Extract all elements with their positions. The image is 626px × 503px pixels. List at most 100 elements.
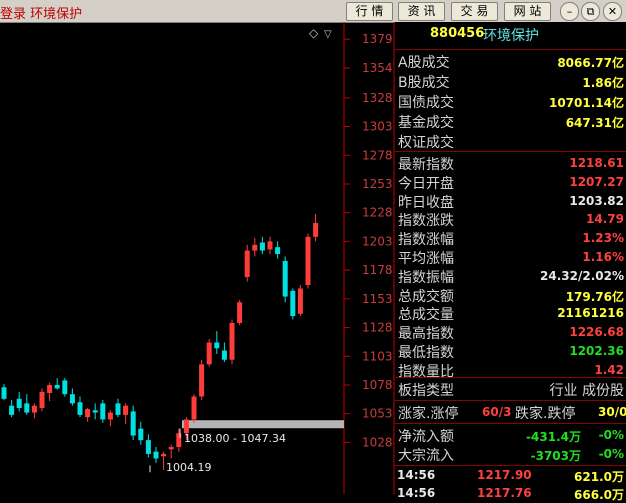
candle-body: [54, 384, 60, 389]
candle: [206, 339, 212, 367]
index-stat-row: 最新指数 1218.61: [395, 153, 626, 173]
diamond-icon[interactable]: ◇: [309, 26, 319, 40]
money-flow-percent: -0%: [598, 447, 624, 461]
divider: [395, 49, 626, 50]
index-stat-value: 24.32/2.02%: [540, 268, 624, 283]
price-tick-label: 1328: [362, 91, 393, 105]
candle-body: [9, 405, 15, 415]
market-row-label: B股成交: [398, 75, 450, 91]
candle: [16, 391, 22, 412]
website-button[interactable]: 网 站: [504, 2, 551, 21]
candle-body: [168, 447, 174, 450]
market-row-value: 10701.14亿: [548, 96, 624, 110]
index-stat-value: 1218.61: [569, 156, 624, 170]
chevron-down-icon[interactable]: ▽: [324, 29, 332, 40]
divider: [395, 151, 626, 152]
candle-body: [16, 398, 22, 408]
price-tick-label: 1078: [362, 378, 393, 392]
price-tick-label: 1354: [362, 61, 393, 75]
divider: [395, 400, 626, 401]
candlestick-chart[interactable]: 1379 1354 1328 1303 1278 1253 1228 1203 1178 1153…: [0, 22, 395, 494]
index-stat-label: 今日开盘: [398, 175, 454, 192]
candle: [24, 394, 30, 415]
candle-body: [259, 242, 265, 251]
index-stat-value: 14.79: [586, 212, 624, 227]
index-stat-label: 平均涨幅: [398, 251, 454, 267]
breadth-row: 涨家.涨停 60/3 跌家.跌停 30/0: [395, 402, 626, 422]
candle: [138, 421, 144, 445]
candle-body: [123, 405, 129, 415]
index-stat-label: 最新指数: [398, 157, 454, 173]
sector-type-value: 行业 成份股: [549, 383, 624, 399]
price-tick-label: 1153: [362, 292, 393, 306]
candle-body: [313, 223, 319, 237]
candle: [191, 394, 197, 423]
candle: [123, 403, 129, 425]
panel-header: 880456 环境保护: [395, 25, 626, 45]
tick-price: 1217.90: [477, 468, 532, 482]
candle-body: [1, 387, 7, 399]
index-stat-row: 指数量比 1.42: [395, 360, 626, 380]
market-row-label: 基金成交: [398, 115, 454, 131]
candle-body: [115, 403, 121, 415]
money-flow-row: 大宗流入 -3703万 -0%: [395, 444, 626, 464]
market-row-value: 1.86亿: [582, 76, 624, 90]
trade-button[interactable]: 交 易: [451, 2, 498, 21]
candle: [305, 233, 311, 289]
quote-button[interactable]: 行 情: [346, 2, 393, 21]
candle-body: [85, 409, 91, 418]
candle: [259, 236, 265, 255]
price-tick-label: 1228: [362, 206, 393, 220]
tick-time: 14:56: [397, 468, 436, 482]
advancers-value: 60/3: [482, 405, 512, 419]
candle: [297, 285, 303, 317]
quote-panel: 880456 环境保护 A股成交 8066.77亿 B股成交 1.86亿 国债成交 107…: [395, 22, 626, 502]
candle: [168, 444, 174, 459]
index-stat-value: 1207.27: [569, 174, 624, 189]
money-flow-value: -3703万: [530, 449, 581, 463]
money-flow-label: 大宗流入: [398, 448, 454, 464]
candle-body: [24, 403, 30, 413]
candle: [107, 410, 113, 427]
tick-row[interactable]: 14:56 1217.90 621.0万: [395, 467, 626, 485]
sector-type-label: 板指类型: [398, 383, 454, 399]
candle: [31, 403, 37, 419]
index-stat-value: 179.76亿: [565, 289, 624, 304]
tick-row[interactable]: 14:56 1217.76 666.0万: [395, 485, 626, 503]
divider: [395, 377, 626, 378]
candle-body: [107, 412, 113, 420]
candle-body: [305, 236, 311, 286]
candle: [39, 388, 45, 412]
candle: [176, 428, 182, 452]
candle: [199, 359, 205, 400]
candle-body: [176, 433, 182, 448]
candle-body: [39, 391, 45, 408]
price-tick-label: 1103: [362, 349, 393, 363]
minimize-icon[interactable]: –: [560, 2, 579, 21]
index-stat-row: 平均涨幅 1.16%: [395, 247, 626, 267]
money-flow-percent: -0%: [598, 428, 624, 442]
candle-body: [77, 402, 83, 415]
title-bar: 登录 环境保护 行 情 资 讯 交 易 网 站 – ⧉ ✕: [0, 0, 626, 23]
price-tick-label: 1053: [362, 407, 393, 421]
tick-time: 14:56: [397, 486, 436, 500]
price-tick-label: 1278: [362, 148, 393, 162]
candle: [85, 407, 91, 422]
news-button[interactable]: 资 讯: [398, 2, 445, 21]
candle-body: [130, 411, 136, 436]
candle: [244, 244, 250, 282]
candle: [221, 342, 227, 363]
restore-icon[interactable]: ⧉: [581, 2, 600, 21]
close-icon[interactable]: ✕: [603, 2, 622, 21]
candle-body: [153, 451, 159, 459]
index-stat-label: 指数量比: [398, 363, 454, 380]
candle: [115, 398, 121, 418]
market-row: 国债成交 10701.14亿: [395, 91, 626, 111]
candle-body: [221, 350, 227, 360]
candle: [100, 399, 106, 423]
candle: [237, 299, 243, 326]
low-point-label: 1004.19: [166, 461, 212, 474]
index-stat-row: 指数涨幅 1.23%: [395, 228, 626, 248]
candle-body: [199, 364, 205, 397]
divider: [395, 423, 626, 424]
